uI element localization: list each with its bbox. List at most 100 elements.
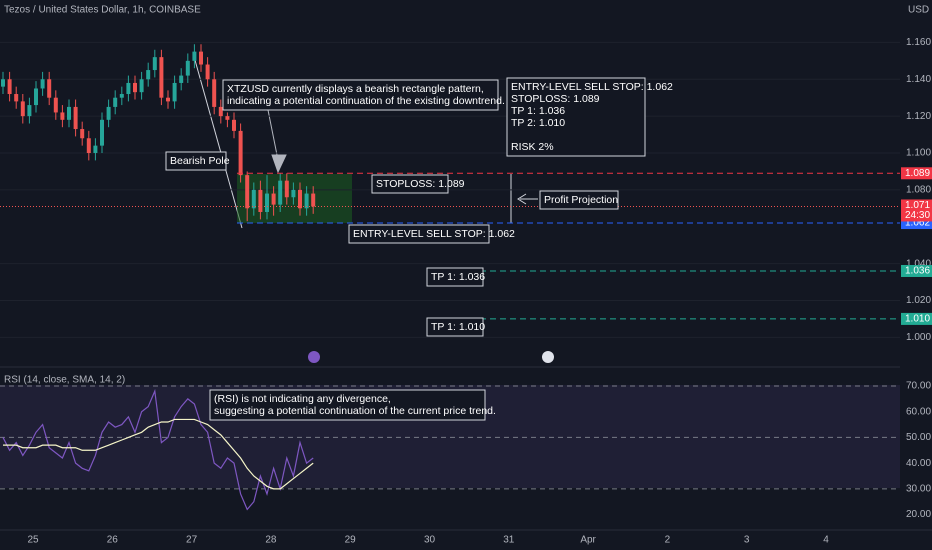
symbol-title: Tezos / United States Dollar, 1h, COINBA… [4,5,201,16]
pattern-note-text: XTZUSD currently displays a bearish rect… [227,83,484,95]
date-label: 25 [27,535,39,546]
price-tag-label: 1.089 [905,168,930,179]
price-tag-label: 1.010 [905,314,930,325]
rsi-tick-label: 50.00 [906,432,931,443]
price-tick-label: 1.100 [906,148,931,159]
rectangle-pattern [237,174,352,223]
price-tick-label: 1.020 [906,295,931,306]
candle-body [218,106,223,117]
pole-note-box [165,151,227,171]
rsi-note-text: suggesting a potential continuation of t… [214,405,496,417]
level-note-text: ENTRY-LEVEL SELL STOP: 1.062 [353,228,515,240]
candle-body [40,79,45,89]
level-note: STOPLOSS: 1.089 [371,174,465,194]
candle-body [34,88,38,106]
projection-note: Profit Projection [539,190,619,210]
candle-body [146,70,151,80]
price-tag-label: 1.062 [905,218,930,229]
candle-body [212,79,217,107]
candle-body [67,106,71,120]
plan-note-text: STOPLOSS: 1.089 [511,93,600,105]
date-label: 31 [503,535,515,546]
candle-body [258,189,263,212]
date-label: 3 [744,535,750,546]
price-tick-label: 1.160 [906,37,931,48]
rsi-line [2,388,314,511]
candle-body [86,138,91,154]
price-tick-label: 1.140 [906,74,931,85]
candle-body [271,193,276,205]
candle-body [304,193,309,209]
date-label: 26 [107,535,119,546]
price-tick-label: 1.080 [906,185,931,196]
arrow-down [267,109,287,174]
candle-body [7,79,12,95]
pole-note-text: Bearish Pole [170,155,230,167]
event-icon[interactable] [308,351,320,363]
candle-body [291,189,296,198]
pole-line [192,52,243,229]
rsi-tick-label: 70.00 [906,381,931,392]
arrow-left [517,193,538,205]
rsi-tick-label: 20.00 [906,509,931,520]
candle-body [298,189,302,209]
price-tag [901,312,932,325]
plan-note-text: TP 2: 1.010 [511,117,565,129]
candle-body [106,106,111,120]
candle-body [205,64,210,80]
level-note-box [348,224,490,244]
price-tag [901,167,932,180]
level-note-box [426,267,484,287]
candle-body [139,79,144,93]
plan-note-box [506,77,646,157]
candle-body [192,51,197,61]
candle-body [126,82,131,95]
candle-body [185,60,190,76]
rsi-sma-line [3,418,314,490]
candle-body [80,129,85,139]
last-price-tag [901,199,932,222]
rsi-title: RSI (14, close, SMA, 14, 2) [4,375,125,386]
candle-body [60,112,65,120]
date-label: 28 [265,535,277,546]
pole-note: Bearish Pole [165,151,230,171]
date-label: 4 [823,535,829,546]
candle-body [93,145,98,154]
candle-body [152,57,157,71]
candle-body [100,119,104,146]
flag-icon[interactable] [542,351,554,363]
candle-body [179,75,184,83]
last-price-label: 1.071 [905,200,930,211]
level-note-text: TP 1: 1.036 [431,271,485,283]
candle-body [278,180,283,205]
date-label: 30 [424,535,436,546]
price-tick-label: 1.000 [906,332,931,343]
candle-body [20,101,25,117]
date-label: 27 [186,535,198,546]
price-tick-label: 1.120 [906,111,931,122]
candle-body [27,105,32,117]
date-label: 2 [665,535,671,546]
candle-body [311,193,316,207]
date-label: 29 [345,535,357,546]
level-note: TP 1: 1.036 [426,267,485,287]
plan-note-text: RISK 2% [511,141,554,153]
candle-body [113,97,118,107]
projection-note-box [539,190,619,210]
level-note-text: TP 1: 1.010 [431,321,485,333]
candle-body [14,94,19,102]
rsi-note-text: (RSI) is not indicating any divergence, [214,393,391,405]
date-label: Apr [580,535,596,546]
level-note-box [426,317,484,337]
rsi-note-box [209,389,486,421]
pattern-note: XTZUSD currently displays a bearish rect… [222,79,505,111]
candle-body [166,97,170,102]
candle-body [251,189,256,209]
plan-note-text: TP 1: 1.036 [511,105,565,117]
candle-body [245,175,250,209]
rsi-tick-label: 30.00 [906,483,931,494]
candle-body [232,119,236,131]
level-note-box [371,174,449,194]
